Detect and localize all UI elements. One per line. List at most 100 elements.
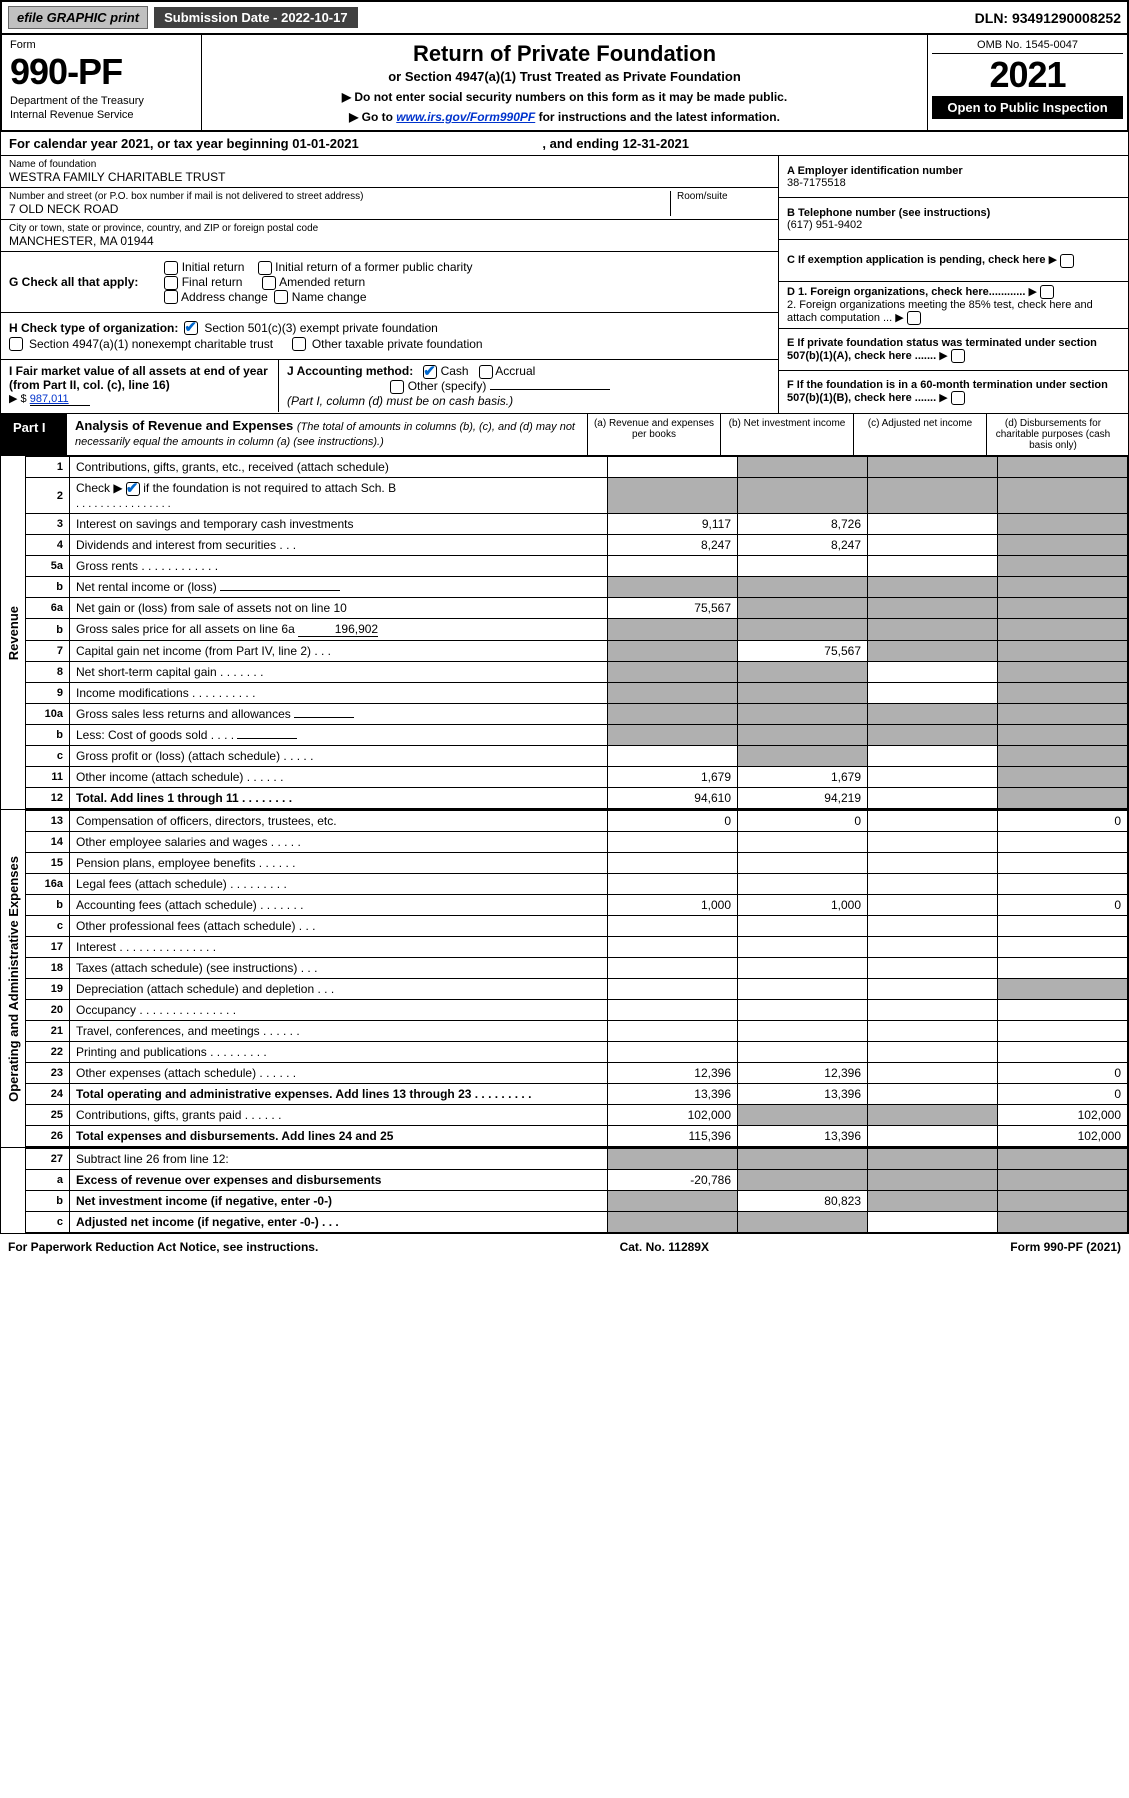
header-left: Form 990-PF Department of the Treasury I… <box>2 35 202 130</box>
topbar: efile GRAPHIC print Submission Date - 20… <box>0 0 1129 33</box>
foundation-address: 7 OLD NECK ROAD <box>9 202 670 216</box>
calendar-year-row: For calendar year 2021, or tax year begi… <box>0 132 1129 156</box>
row-22: 22Printing and publications . . . . . . … <box>26 1042 1128 1063</box>
form990pf-link[interactable]: www.irs.gov/Form990PF <box>396 110 535 124</box>
h-check-row2: Section 4947(a)(1) nonexempt charitable … <box>1 337 778 360</box>
c-label: C If exemption application is pending, c… <box>787 254 1046 266</box>
fmv-cell: I Fair market value of all assets at end… <box>1 360 279 412</box>
row-23: 23Other expenses (attach schedule) . . .… <box>26 1063 1128 1084</box>
row-8: 8Net short-term capital gain . . . . . .… <box>26 662 1128 683</box>
info-right: A Employer identification number 38-7175… <box>778 156 1128 413</box>
cb-final-return[interactable] <box>164 276 178 290</box>
row-12: 12Total. Add lines 1 through 11 . . . . … <box>26 788 1128 809</box>
goto-pre: ▶ Go to <box>349 110 396 124</box>
cb-501c3[interactable] <box>184 321 198 335</box>
fmv-value: 987,011 <box>30 393 90 406</box>
row-13: 13Compensation of officers, directors, t… <box>26 811 1128 832</box>
r2-pre: Check ▶ <box>76 481 123 495</box>
r27c-d: Adjusted net income (if negative, enter … <box>76 1215 339 1229</box>
side-revenue: Revenue <box>1 456 25 809</box>
j-note: (Part I, column (d) must be on cash basi… <box>287 394 513 408</box>
form-title: Return of Private Foundation <box>212 41 917 67</box>
opt-other-taxable: Other taxable private foundation <box>312 337 483 351</box>
row-27c: cAdjusted net income (if negative, enter… <box>26 1212 1128 1233</box>
cb-amended[interactable] <box>262 276 276 290</box>
foundation-city: MANCHESTER, MA 01944 <box>9 234 770 248</box>
ij-row: I Fair market value of all assets at end… <box>1 360 778 412</box>
r6b-val: 196,902 <box>298 622 378 637</box>
cb-cash[interactable] <box>423 365 437 379</box>
cb-60mo[interactable] <box>951 391 965 405</box>
g-check-row: G Check all that apply: Initial return I… <box>1 252 778 313</box>
side-expenses: Operating and Administrative Expenses <box>1 810 25 1147</box>
row-25: 25Contributions, gifts, grants paid . . … <box>26 1105 1128 1126</box>
e-cell: E If private foundation status was termi… <box>779 329 1128 371</box>
cb-85pct[interactable] <box>907 311 921 325</box>
i-prefix: ▶ $ <box>9 393 30 405</box>
line27-section: 27Subtract line 26 from line 12: aExcess… <box>0 1148 1129 1234</box>
tax-year: 2021 <box>932 54 1123 96</box>
r10b-line <box>237 738 297 739</box>
r10a-line <box>294 717 354 718</box>
h-label: H Check type of organization: <box>9 321 178 335</box>
address-cell: Number and street (or P.O. box number if… <box>1 188 778 220</box>
ein-value: 38-7175518 <box>787 177 1120 189</box>
cb-sch-b[interactable] <box>126 482 140 496</box>
col-d-hdr: (d) Disbursements for charitable purpose… <box>986 414 1119 455</box>
part1-title: Analysis of Revenue and Expenses (The to… <box>67 414 587 455</box>
row-16c: cOther professional fees (attach schedul… <box>26 916 1128 937</box>
cb-foreign-org[interactable] <box>1040 285 1054 299</box>
city-label: City or town, state or province, country… <box>9 223 770 234</box>
row-1: 1Contributions, gifts, grants, etc., rec… <box>26 457 1128 478</box>
row-9: 9Income modifications . . . . . . . . . … <box>26 683 1128 704</box>
opt-final: Final return <box>182 275 243 289</box>
city-cell: City or town, state or province, country… <box>1 220 778 252</box>
row-10c: cGross profit or (loss) (attach schedule… <box>26 746 1128 767</box>
expenses-section: Operating and Administrative Expenses 13… <box>0 810 1129 1148</box>
addr-label: Number and street (or P.O. box number if… <box>9 191 670 202</box>
phone-label: B Telephone number (see instructions) <box>787 207 1120 219</box>
footer-mid: Cat. No. 11289X <box>620 1240 709 1254</box>
form-number: 990-PF <box>10 51 193 93</box>
cb-other-method[interactable] <box>390 380 404 394</box>
row-19: 19Depreciation (attach schedule) and dep… <box>26 979 1128 1000</box>
cb-other-taxable[interactable] <box>292 337 306 351</box>
cb-initial-public[interactable] <box>258 261 272 275</box>
omb-number: OMB No. 1545-0047 <box>932 39 1123 54</box>
cb-name-change[interactable] <box>274 290 288 304</box>
opt-addr-change: Address change <box>181 290 268 304</box>
d-cell: D 1. Foreign organizations, check here..… <box>779 282 1128 329</box>
foundation-name: WESTRA FAMILY CHARITABLE TRUST <box>9 170 770 184</box>
row-20: 20Occupancy . . . . . . . . . . . . . . … <box>26 1000 1128 1021</box>
efile-print-button[interactable]: efile GRAPHIC print <box>8 6 148 29</box>
g-label: G Check all that apply: <box>9 275 138 289</box>
row-7: 7Capital gain net income (from Part IV, … <box>26 641 1128 662</box>
cb-4947[interactable] <box>9 337 23 351</box>
row-24: 24Total operating and administrative exp… <box>26 1084 1128 1105</box>
cb-addr-change[interactable] <box>164 290 178 304</box>
j-cell: J Accounting method: Cash Accrual Other … <box>279 360 778 412</box>
opt-initial-public: Initial return of a former public charit… <box>275 260 472 274</box>
cb-initial-return[interactable] <box>164 261 178 275</box>
d1-label: D 1. Foreign organizations, check here..… <box>787 286 1025 298</box>
goto-post: for instructions and the latest informat… <box>535 110 780 124</box>
opt-4947: Section 4947(a)(1) nonexempt charitable … <box>29 337 273 351</box>
r27b-d: Net investment income (if negative, ente… <box>76 1194 332 1208</box>
open-public: Open to Public Inspection <box>932 96 1123 119</box>
submission-date: Submission Date - 2022-10-17 <box>154 7 358 28</box>
ssn-note: ▶ Do not enter social security numbers o… <box>212 90 917 104</box>
cb-terminated[interactable] <box>951 349 965 363</box>
revenue-section: Revenue 1Contributions, gifts, grants, e… <box>0 456 1129 810</box>
e-label: E If private foundation status was termi… <box>787 337 1097 362</box>
row-15: 15Pension plans, employee benefits . . .… <box>26 853 1128 874</box>
cal-begin: For calendar year 2021, or tax year begi… <box>9 136 359 151</box>
header-right: OMB No. 1545-0047 2021 Open to Public In… <box>927 35 1127 130</box>
cb-exempt-pending[interactable] <box>1060 254 1074 268</box>
cal-end: , and ending 12-31-2021 <box>542 136 689 151</box>
row-27b: bNet investment income (if negative, ent… <box>26 1191 1128 1212</box>
row-14: 14Other employee salaries and wages . . … <box>26 832 1128 853</box>
info-left: Name of foundation WESTRA FAMILY CHARITA… <box>1 156 778 413</box>
row-5b: bNet rental income or (loss) <box>26 577 1128 598</box>
r2-post: if the foundation is not required to att… <box>140 481 396 495</box>
cb-accrual[interactable] <box>479 365 493 379</box>
